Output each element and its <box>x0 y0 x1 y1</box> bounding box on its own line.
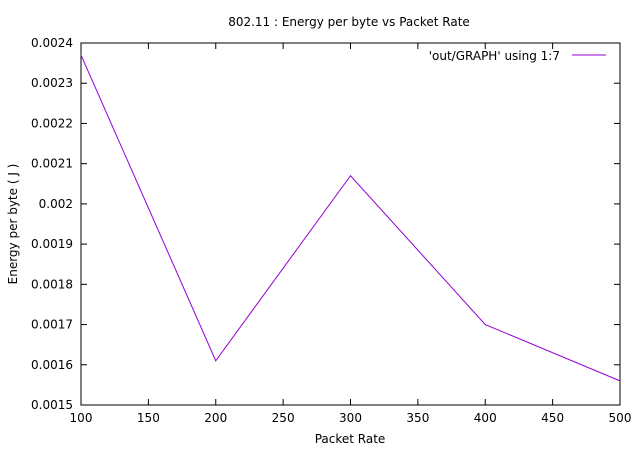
x-tick-label: 100 <box>70 411 93 425</box>
y-tick-label: 0.0022 <box>31 116 73 130</box>
data-point <box>350 175 351 177</box>
series-line <box>80 54 621 382</box>
x-tick-label: 400 <box>474 411 497 425</box>
y-tick-label: 0.0018 <box>31 277 73 291</box>
y-axis-ticks: 0.0015 0.0016 0.0017 0.0018 0.0019 0.002 0.002… <box>31 36 620 412</box>
y-tick-label: 0.0015 <box>31 398 73 412</box>
y-tick-label: 0.002 <box>39 197 73 211</box>
x-tick-label: 150 <box>137 411 160 425</box>
x-tick-label: 300 <box>339 411 362 425</box>
x-tick-label: 250 <box>272 411 295 425</box>
x-tick-label: 200 <box>204 411 227 425</box>
y-tick-label: 0.0019 <box>31 237 73 251</box>
legend-label: 'out/GRAPH' using 1:7 <box>429 49 560 63</box>
data-point <box>215 360 217 362</box>
data-point <box>80 54 82 56</box>
y-tick-label: 0.0024 <box>31 36 73 50</box>
x-tick-label: 450 <box>541 411 564 425</box>
y-tick-label: 0.0021 <box>31 157 73 171</box>
x-axis-ticks: 100 150 200 250 300 350 400 450 500 <box>70 43 632 425</box>
y-tick-label: 0.0023 <box>31 76 73 90</box>
x-axis-label: Packet Rate <box>315 432 386 446</box>
x-tick-label: 500 <box>609 411 632 425</box>
plot-frame <box>80 42 621 406</box>
series-layer <box>80 54 621 382</box>
y-axis-label: Energy per byte ( J ) <box>6 164 20 285</box>
chart-title: 802.11 : Energy per byte vs Packet Rate <box>228 15 470 29</box>
legend: 'out/GRAPH' using 1:7 <box>429 49 606 63</box>
y-tick-label: 0.0017 <box>31 318 73 332</box>
y-tick-label: 0.0016 <box>31 358 73 372</box>
x-tick-label: 350 <box>406 411 429 425</box>
data-point <box>484 324 486 326</box>
data-point <box>619 380 621 382</box>
